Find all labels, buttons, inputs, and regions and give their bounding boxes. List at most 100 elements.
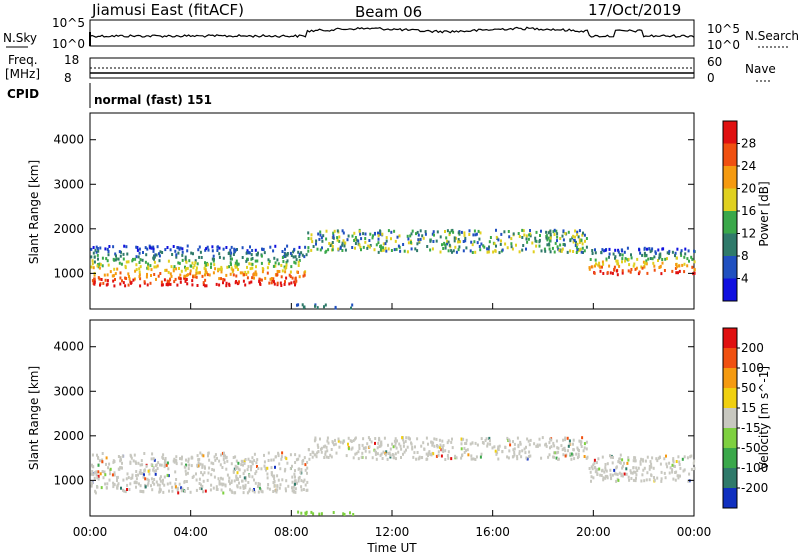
data-cell: [561, 247, 564, 251]
data-cell: [304, 245, 307, 249]
data-cell: [557, 446, 560, 450]
data-cell: [101, 452, 104, 455]
data-cell: [540, 456, 543, 460]
data-cell: [347, 442, 349, 446]
data-cell: [237, 461, 240, 465]
data-cell: [239, 271, 242, 275]
data-cell: [93, 279, 96, 283]
data-cell: [460, 447, 463, 451]
data-cell: [206, 263, 209, 267]
data-cell: [311, 450, 314, 454]
data-cell: [268, 259, 271, 263]
data-cell: [521, 248, 524, 252]
data-cell: [220, 482, 223, 486]
data-cell: [179, 246, 182, 250]
data-cell: [360, 248, 362, 252]
data-cell: [357, 239, 360, 243]
data-cell: [215, 485, 218, 489]
data-cell: [567, 449, 569, 453]
data-cell: [97, 249, 100, 253]
data-cell: [189, 264, 192, 268]
data-cell: [284, 467, 287, 471]
data-cell: [553, 250, 556, 254]
data-cell: [283, 282, 286, 286]
data-cell: [291, 480, 294, 484]
data-cell: [184, 257, 187, 261]
data-cell: [534, 236, 537, 240]
data-cell: [223, 278, 226, 282]
data-cell: [635, 466, 638, 470]
data-cell: [178, 267, 180, 270]
data-cell: [513, 451, 516, 454]
data-cell: [320, 512, 323, 516]
data-cell: [506, 246, 509, 250]
data-cell: [375, 243, 378, 247]
data-cell: [625, 467, 628, 471]
data-cell: [128, 488, 131, 491]
data-cell: [140, 459, 143, 463]
data-cell: [432, 441, 435, 445]
data-cell: [583, 249, 586, 253]
data-cell: [220, 267, 223, 271]
data-cell: [472, 233, 475, 237]
data-cell: [152, 468, 155, 472]
data-cell: [572, 250, 575, 253]
data-cell: [191, 283, 194, 287]
data-cell: [196, 284, 199, 287]
data-cell: [285, 489, 287, 493]
data-cell: [621, 458, 624, 462]
data-cell: [241, 256, 244, 259]
data-cell: [351, 446, 354, 450]
data-cell: [581, 233, 584, 237]
data-cell: [666, 257, 668, 261]
data-cell: [105, 283, 108, 287]
data-cell: [395, 247, 398, 251]
data-cell: [281, 269, 284, 273]
data-cell: [249, 459, 252, 463]
data-cell: [223, 461, 226, 465]
data-cell: [508, 235, 511, 239]
data-cell: [419, 237, 422, 241]
data-cell: [222, 256, 225, 260]
data-cell: [306, 466, 309, 470]
data-cell: [272, 277, 275, 281]
data-cell: [139, 469, 142, 472]
data-cell: [497, 457, 500, 461]
data-cell: [251, 257, 254, 260]
data-cell: [668, 461, 671, 465]
data-cell: [293, 472, 296, 476]
data-cell: [294, 255, 297, 259]
data-cell: [460, 442, 463, 446]
data-cell: [176, 486, 179, 490]
data-cell: [593, 271, 596, 275]
noise-y-top-right: 10^5: [707, 22, 740, 36]
data-cell: [693, 249, 695, 253]
data-cell: [385, 236, 388, 240]
data-cell: [585, 245, 588, 249]
data-cell: [228, 265, 230, 269]
data-cell: [276, 270, 279, 273]
data-cell: [621, 269, 624, 273]
data-cell: [282, 260, 285, 263]
data-cell: [461, 454, 463, 458]
data-cell: [326, 439, 329, 443]
data-cell: [294, 281, 297, 285]
data-cell: [166, 246, 169, 249]
data-cell: [373, 248, 376, 252]
data-cell: [163, 475, 166, 479]
data-cell: [165, 283, 168, 287]
data-cell: [387, 452, 390, 455]
data-cell: [137, 461, 140, 465]
data-cell: [400, 447, 403, 451]
data-cell: [99, 246, 102, 250]
data-cell: [540, 229, 542, 233]
data-cell: [446, 229, 449, 233]
data-cell: [277, 262, 280, 266]
data-cell: [104, 247, 107, 251]
data-cell: [496, 451, 499, 455]
data-cell: [222, 482, 225, 486]
data-cell: [316, 306, 319, 310]
data-cell: [548, 247, 551, 251]
data-cell: [320, 236, 323, 240]
